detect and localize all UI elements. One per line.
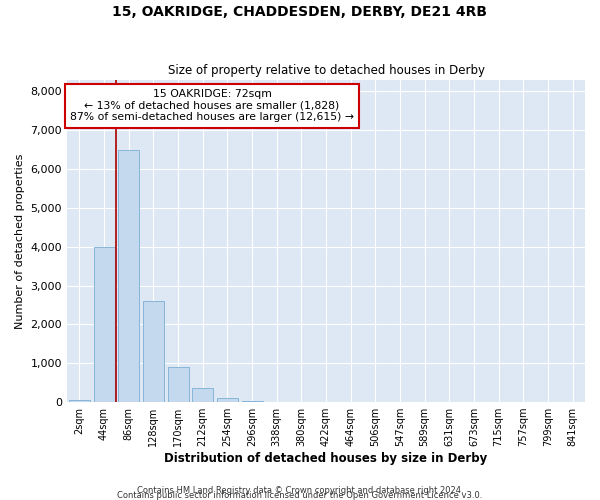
Text: Contains HM Land Registry data © Crown copyright and database right 2024.: Contains HM Land Registry data © Crown c… [137,486,463,495]
Bar [69,400,90,402]
Bar [94,246,115,402]
X-axis label: Distribution of detached houses by size in Derby: Distribution of detached houses by size … [164,452,488,465]
Text: Contains public sector information licensed under the Open Government Licence v3: Contains public sector information licen… [118,491,482,500]
Bar [217,398,238,402]
Bar [118,150,139,402]
Y-axis label: Number of detached properties: Number of detached properties [15,153,25,328]
Bar [192,388,213,402]
Bar [167,367,188,402]
Title: Size of property relative to detached houses in Derby: Size of property relative to detached ho… [167,64,485,77]
Bar [143,301,164,402]
Text: 15, OAKRIDGE, CHADDESDEN, DERBY, DE21 4RB: 15, OAKRIDGE, CHADDESDEN, DERBY, DE21 4R… [113,5,487,19]
Text: 15 OAKRIDGE: 72sqm
← 13% of detached houses are smaller (1,828)
87% of semi-deta: 15 OAKRIDGE: 72sqm ← 13% of detached hou… [70,89,354,122]
Bar [242,401,263,402]
